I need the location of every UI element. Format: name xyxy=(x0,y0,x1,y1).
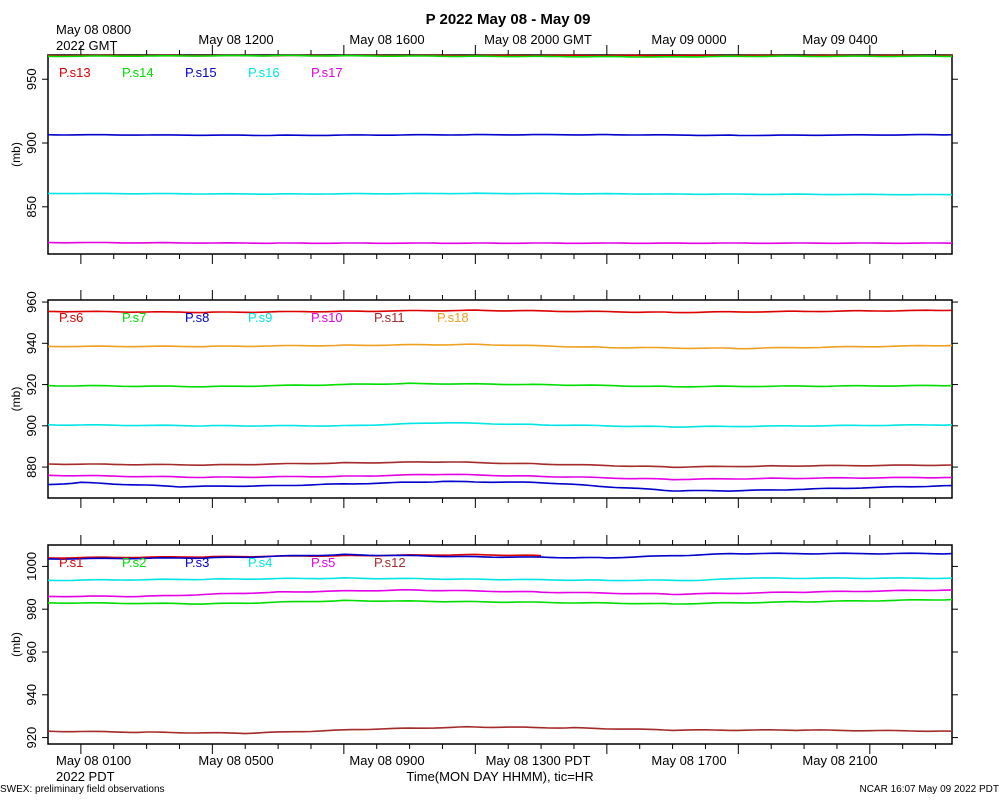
panel-middle: 880 900 920 940 960 (mb) P.s6 P.s7 P.s8 P.s9 P.s10… xyxy=(9,290,958,508)
bottom-axis-first-tick-line2: 2022 PDT xyxy=(56,769,115,784)
y-axis-label: (mb) xyxy=(9,632,23,657)
top-axis-tick-labels: May 08 1200 May 08 1600 May 08 2000 GMT … xyxy=(198,32,877,47)
panel-bottom: 920 940 960 980 1000 (mb) P.s1 P.s2 P.s3 P.s4 P.s5… xyxy=(9,535,958,754)
top-axis-tick-label: May 08 1600 xyxy=(349,32,424,47)
series-line-P-s18 xyxy=(47,343,953,350)
series-line-P-s14 xyxy=(47,54,953,58)
legend-entry: P.s15 xyxy=(185,65,217,80)
y-axis-label: (mb) xyxy=(9,387,23,412)
chart-title: P 2022 May 08 - May 09 xyxy=(426,11,591,28)
series-line-P-s4 xyxy=(47,576,953,582)
bottom-axis-first-tick-line1: May 08 0100 xyxy=(56,753,131,768)
top-axis-tick-label: May 09 0000 xyxy=(651,32,726,47)
series-line-P-s7 xyxy=(47,382,953,388)
top-axis-first-tick-line1: May 08 0800 xyxy=(56,22,131,37)
bottom-axis-tick-label: May 08 2100 xyxy=(802,753,877,768)
bottom-axis-tick-label: May 08 0900 xyxy=(349,753,424,768)
y-tick-label: 940 xyxy=(24,332,39,354)
legend-entry: P.s8 xyxy=(185,310,209,325)
legend-entry: P.s5 xyxy=(311,555,335,570)
top-axis-tick-label: May 08 2000 GMT xyxy=(484,32,592,47)
legend-entry: P.s14 xyxy=(122,65,154,80)
x-axis-label: Time(MON DAY HHMM), tic=HR xyxy=(406,769,593,784)
top-axis-first-tick-line2: 2022 GMT xyxy=(56,38,117,53)
footer-right-note: NCAR 16:07 May 09 2022 PDT xyxy=(859,784,999,795)
legend-entry: P.s6 xyxy=(59,310,83,325)
chart-panels: 850 900 950 (mb) P.s13 P.s14 P.s15 P.s16 P.s17 88… xyxy=(9,45,958,754)
series-line-P-s11 xyxy=(47,461,953,469)
legend-entry: P.s9 xyxy=(248,310,272,325)
series-line-P-s5 xyxy=(47,588,953,598)
legend-entry: P.s12 xyxy=(374,555,406,570)
top-axis-tick-label: May 08 1200 xyxy=(198,32,273,47)
top-axis-first-tick-label: May 08 0800 2022 GMT xyxy=(56,22,131,53)
y-tick-label: 900 xyxy=(24,132,39,154)
legend-entry: P.s17 xyxy=(311,65,343,80)
y-tick-label: 1000 xyxy=(24,552,39,581)
legend-entry: P.s2 xyxy=(122,555,146,570)
panel-top: 850 900 950 (mb) P.s13 P.s14 P.s15 P.s16 P.s17 xyxy=(9,45,958,264)
footer-left-note: SWEX: preliminary field observations xyxy=(0,784,165,795)
bottom-axis-tick-label: May 08 0500 xyxy=(198,753,273,768)
panel-frame xyxy=(47,54,953,255)
legend-entry: P.s1 xyxy=(59,555,83,570)
y-tick-label: 850 xyxy=(24,196,39,218)
panel-frame xyxy=(47,299,953,499)
y-tick-label: 940 xyxy=(24,684,39,706)
y-tick-label: 920 xyxy=(24,727,39,749)
y-tick-label: 900 xyxy=(24,415,39,437)
legend-entry: P.s16 xyxy=(248,65,280,80)
series-line-P-s17 xyxy=(47,241,953,245)
series-line-P-s16 xyxy=(47,192,953,196)
legend-entry: P.s4 xyxy=(248,555,272,570)
legend-entry: P.s10 xyxy=(311,310,343,325)
series-line-P-s6 xyxy=(47,309,953,314)
bottom-axis-tick-label: May 08 1700 xyxy=(651,753,726,768)
legend-entry: P.s7 xyxy=(122,310,146,325)
series-line-P-s10 xyxy=(47,473,953,481)
top-axis-tick-label: May 09 0400 xyxy=(802,32,877,47)
y-tick-label: 960 xyxy=(24,641,39,663)
y-tick-label: 880 xyxy=(24,456,39,478)
legend-entry: P.s13 xyxy=(59,65,91,80)
series-line-P-s3 xyxy=(47,552,953,560)
series-line-P-s12 xyxy=(47,725,953,735)
y-tick-label: 920 xyxy=(24,374,39,396)
series-line-P-s15 xyxy=(47,133,953,137)
y-tick-label: 950 xyxy=(24,68,39,90)
series-line-P-s9 xyxy=(47,421,953,428)
legend-entry: P.s18 xyxy=(437,310,469,325)
bottom-axis-tick-label: May 08 1300 PDT xyxy=(486,753,591,768)
legend-entry: P.s11 xyxy=(374,310,405,325)
series-line-P-s8 xyxy=(47,480,953,492)
y-tick-label: 980 xyxy=(24,598,39,620)
series-line-P-s2 xyxy=(47,598,953,605)
panel-frame xyxy=(47,544,953,745)
bottom-axis-tick-labels: May 08 0100 2022 PDT May 08 0500 May 08 … xyxy=(56,753,878,784)
y-tick-label: 960 xyxy=(24,291,39,313)
y-axis-label: (mb) xyxy=(9,142,23,167)
legend-entry: P.s3 xyxy=(185,555,209,570)
